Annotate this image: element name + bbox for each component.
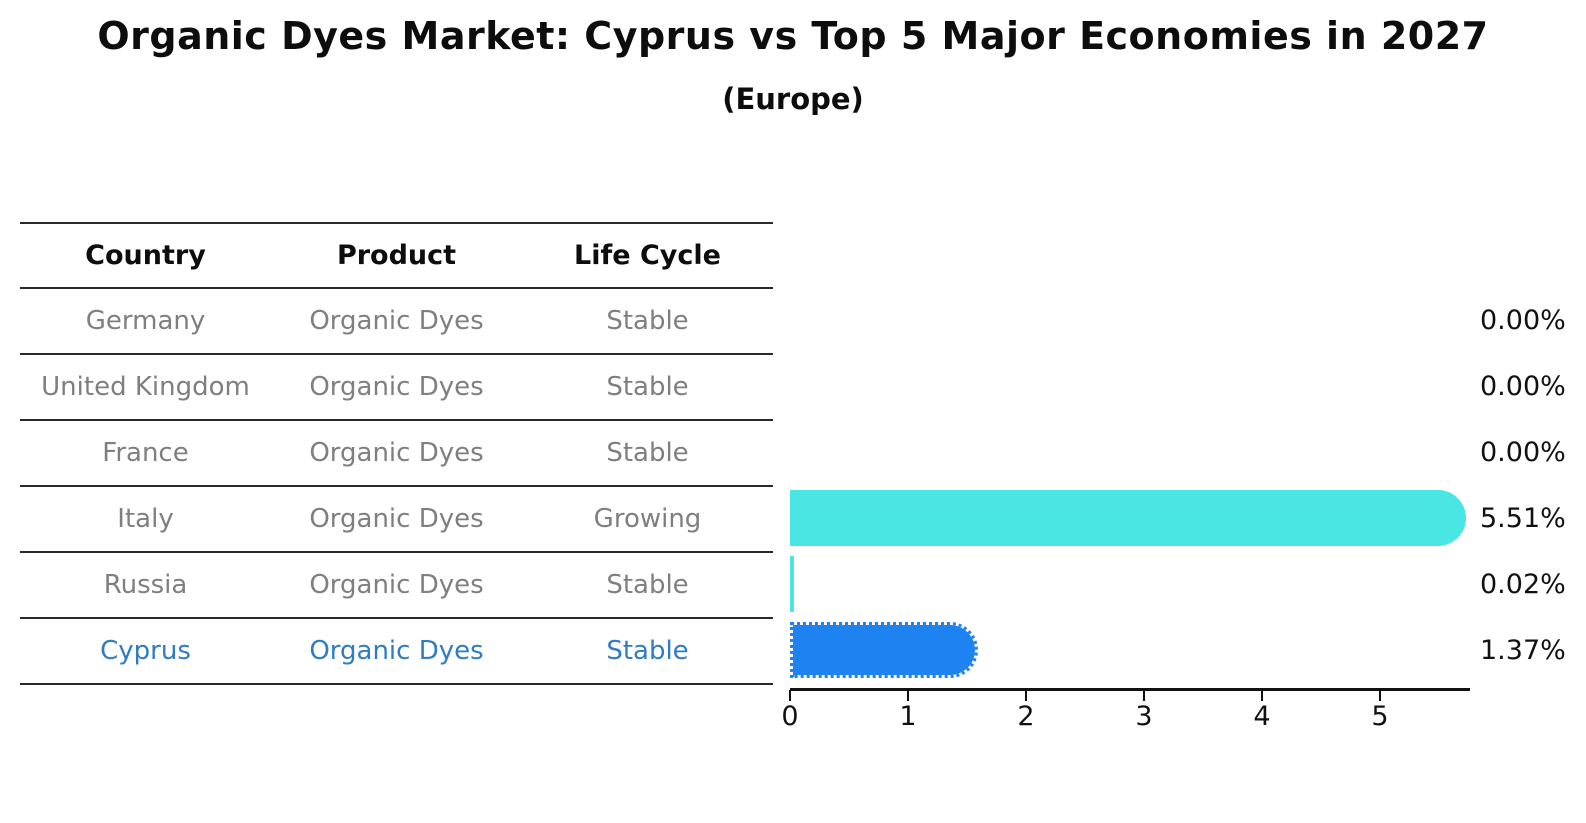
table-header-row: Country Product Life Cycle <box>20 224 773 289</box>
cell-product: Organic Dyes <box>309 306 484 336</box>
column-header-country: Country <box>85 240 206 271</box>
value-label: 1.37% <box>1480 634 1566 666</box>
bar-cyprus <box>790 622 978 678</box>
table-row: Russia Organic Dyes Stable <box>20 553 773 619</box>
cell-product: Organic Dyes <box>309 570 484 600</box>
cell-life-cycle: Stable <box>606 372 689 402</box>
cell-country: Russia <box>103 570 188 600</box>
cell-country: Cyprus <box>100 636 191 666</box>
x-tick-label: 4 <box>1253 701 1271 732</box>
value-label: 0.00% <box>1480 436 1566 468</box>
table-row: Italy Organic Dyes Growing <box>20 487 773 553</box>
value-label: 0.02% <box>1480 568 1566 600</box>
cell-life-cycle: Stable <box>606 438 689 468</box>
cell-country: Italy <box>117 504 174 534</box>
chart-subtitle: (Europe) <box>722 82 864 116</box>
cell-life-cycle: Stable <box>606 306 689 336</box>
x-tick-label: 1 <box>899 701 917 732</box>
x-tick-mark <box>1379 690 1381 701</box>
cell-life-cycle: Stable <box>606 636 689 666</box>
value-label: 0.00% <box>1480 370 1566 402</box>
table-row: United Kingdom Organic Dyes Stable <box>20 355 773 421</box>
x-tick-mark <box>1025 690 1027 701</box>
cell-country: United Kingdom <box>41 372 250 402</box>
x-tick-label: 3 <box>1135 701 1153 732</box>
x-tick-label: 2 <box>1017 701 1035 732</box>
x-tick-mark <box>789 690 791 701</box>
x-tick-mark <box>1143 690 1145 701</box>
column-header-life-cycle: Life Cycle <box>574 240 721 271</box>
cell-product: Organic Dyes <box>309 438 484 468</box>
bar-russia <box>790 556 794 612</box>
table-row: Cyprus Organic Dyes Stable <box>20 619 773 685</box>
cell-country: France <box>102 438 189 468</box>
x-tick-mark <box>907 690 909 701</box>
table-row: France Organic Dyes Stable <box>20 421 773 487</box>
cell-product: Organic Dyes <box>309 504 484 534</box>
value-label: 5.51% <box>1480 502 1566 534</box>
cell-life-cycle: Stable <box>606 570 689 600</box>
cell-country: Germany <box>85 306 206 336</box>
cell-life-cycle: Growing <box>593 504 702 534</box>
table-body: Germany Organic Dyes Stable United Kingdom O… <box>20 289 773 685</box>
bar-italy <box>790 490 1467 546</box>
table-row: Germany Organic Dyes Stable <box>20 289 773 355</box>
x-tick-label: 0 <box>781 701 799 732</box>
cell-product: Organic Dyes <box>309 636 484 666</box>
x-tick-mark <box>1261 690 1263 701</box>
cell-product: Organic Dyes <box>309 372 484 402</box>
x-axis-line <box>790 688 1470 691</box>
column-header-product: Product <box>336 240 457 271</box>
country-table: Country Product Life Cycle Germany Organi… <box>20 222 773 685</box>
chart-title: Organic Dyes Market: Cyprus vs Top 5 Maj… <box>97 14 1489 58</box>
value-label: 0.00% <box>1480 304 1566 336</box>
x-tick-label: 5 <box>1371 701 1389 732</box>
